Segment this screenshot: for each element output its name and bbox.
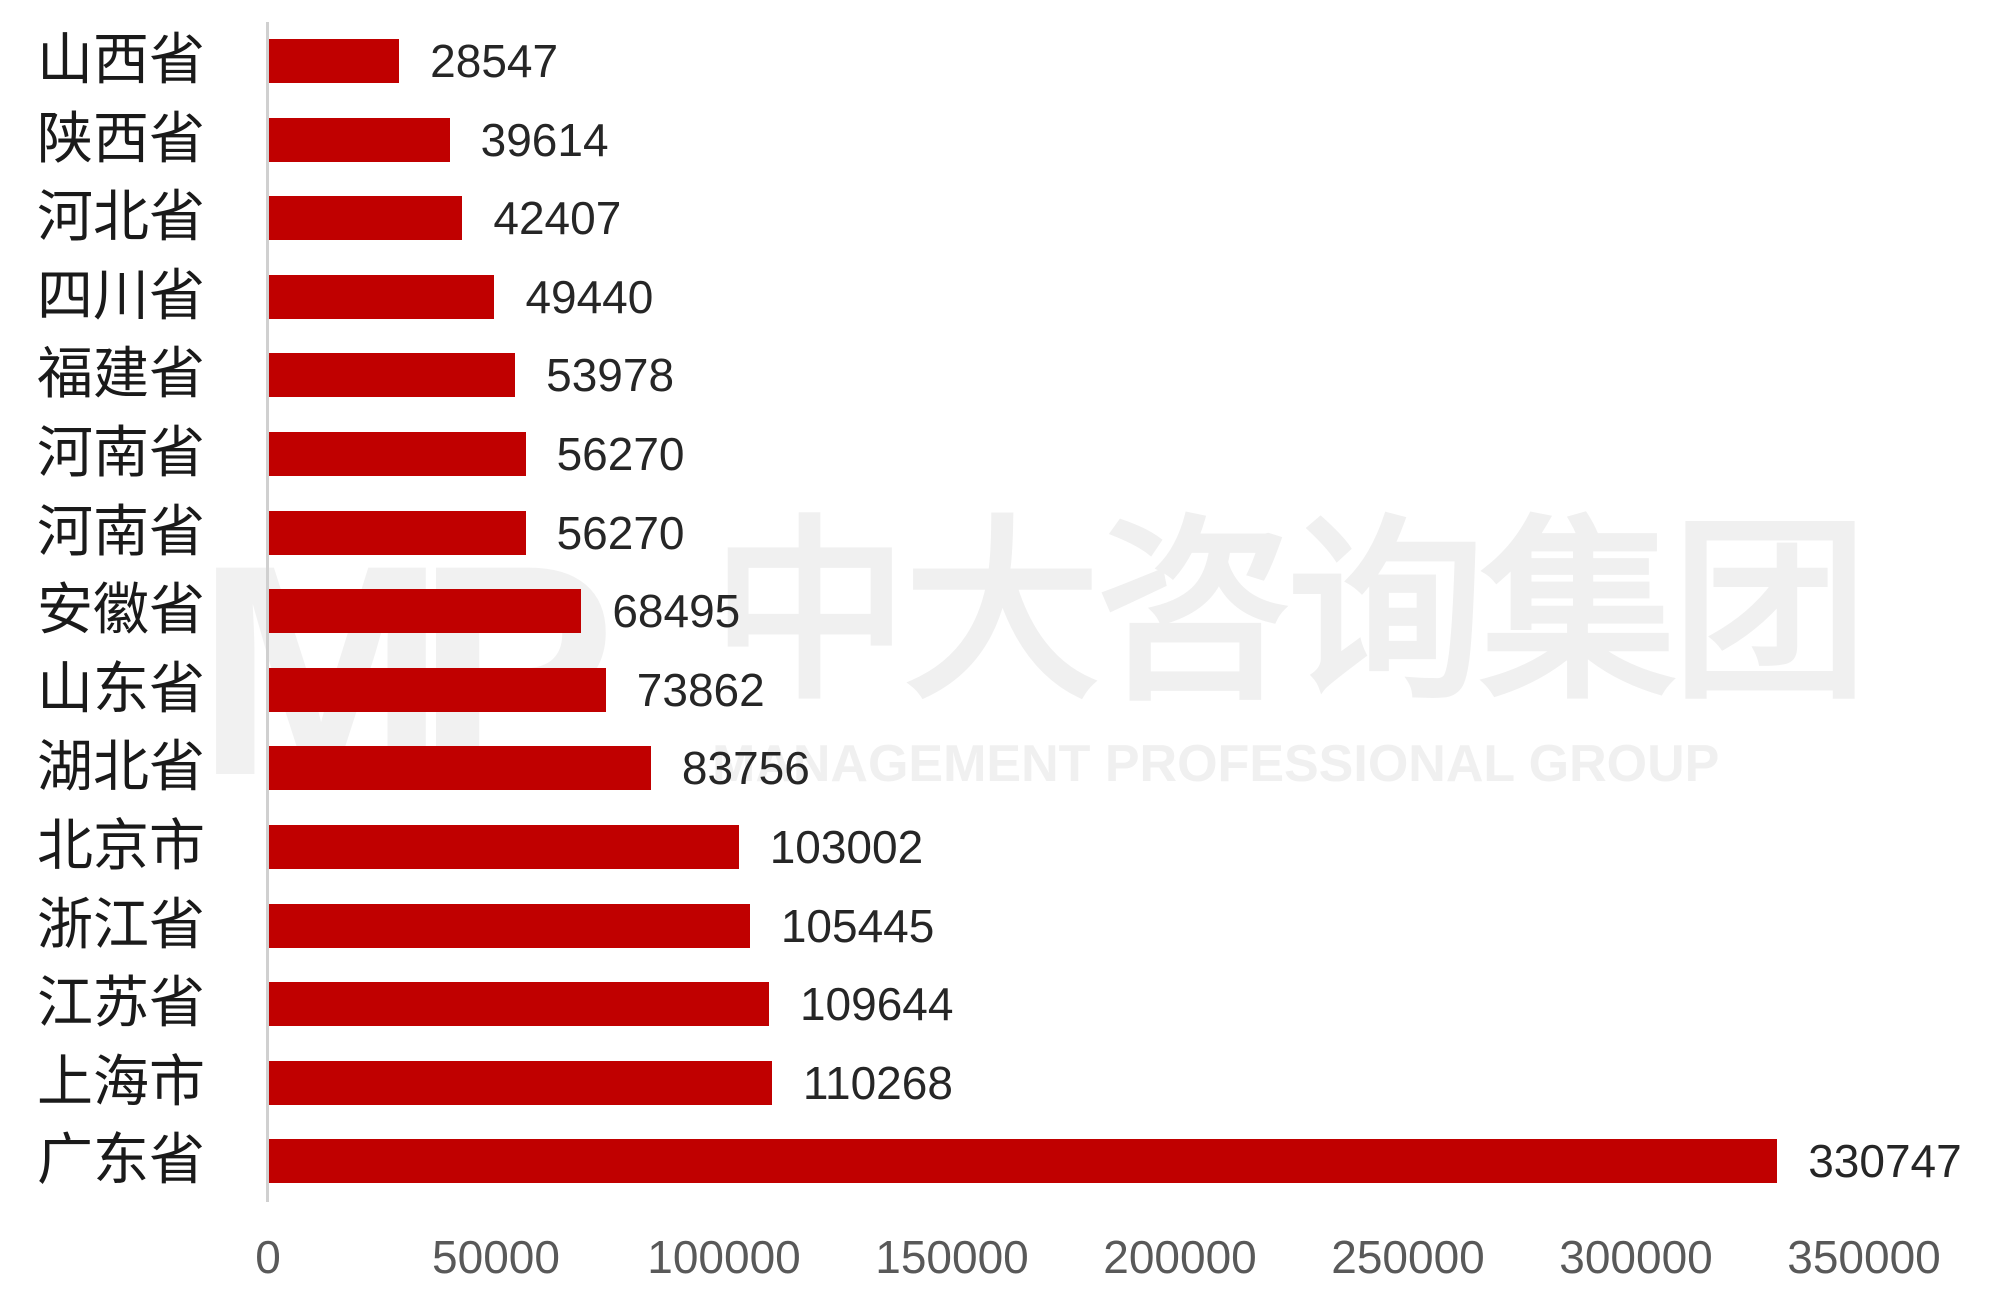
bar-row: 四川省 49440 — [0, 266, 2000, 326]
value-label: 103002 — [769, 821, 924, 873]
bar — [269, 353, 516, 398]
value-label: 110268 — [802, 1056, 953, 1109]
bar-row: 山东省 73862 — [0, 659, 2000, 719]
bar-row: 河南省 56270 — [0, 424, 2000, 484]
bar — [269, 825, 739, 869]
category-label: 湖北省 — [37, 735, 205, 801]
value-label: 28547 — [430, 35, 559, 87]
category-label: 北京市 — [37, 814, 205, 879]
value-label: 49440 — [525, 270, 654, 323]
bar — [269, 746, 651, 791]
category-label: 四川省 — [37, 263, 205, 329]
bar — [269, 1060, 772, 1105]
bar — [269, 432, 526, 476]
bar-row: 江苏省 109644 — [0, 974, 2000, 1034]
value-label: 83756 — [681, 742, 810, 795]
bar-row: 上海市 110268 — [0, 1052, 2000, 1112]
bar-row: 河北省 42407 — [0, 188, 2000, 248]
category-label: 陕西省 — [37, 106, 205, 172]
bar — [269, 196, 463, 241]
bar-row: 北京市 103002 — [0, 817, 2000, 877]
bar-row: 河南省 56270 — [0, 502, 2000, 562]
category-label: 河南省 — [37, 421, 205, 486]
category-label: 福建省 — [37, 342, 205, 408]
bar — [269, 117, 450, 162]
x-tick-label: 250000 — [1331, 1231, 1485, 1283]
value-label: 330747 — [1808, 1135, 1962, 1188]
bar-row: 浙江省 105445 — [0, 895, 2000, 955]
bar-row: 陕西省 39614 — [0, 109, 2000, 169]
value-label: 109644 — [799, 978, 954, 1031]
bar-row: 湖北省 83756 — [0, 738, 2000, 798]
x-tick-label: 200000 — [1103, 1231, 1257, 1283]
category-label: 山西省 — [37, 28, 205, 93]
value-label: 53978 — [546, 349, 675, 402]
x-tick-label: 150000 — [875, 1231, 1029, 1283]
value-label: 56270 — [556, 506, 685, 559]
bar — [269, 510, 526, 555]
bar — [269, 274, 495, 319]
bar — [269, 903, 750, 948]
bar — [269, 982, 769, 1027]
value-label: 56270 — [556, 428, 685, 480]
value-label: 39614 — [480, 113, 609, 166]
category-label: 安徽省 — [37, 578, 205, 644]
category-label: 广东省 — [37, 1128, 205, 1194]
bar — [269, 589, 582, 634]
value-label: 42407 — [493, 192, 622, 245]
x-tick-label: 0 — [255, 1231, 281, 1283]
category-label: 河南省 — [37, 499, 205, 565]
category-label: 山东省 — [37, 656, 205, 722]
bar-row: 山西省 28547 — [0, 31, 2000, 91]
value-label: 68495 — [612, 585, 741, 638]
bar — [269, 39, 400, 83]
bar — [269, 667, 606, 712]
x-tick-label: 300000 — [1559, 1231, 1713, 1283]
y-axis-line — [266, 22, 269, 1202]
bar-row: 福建省 53978 — [0, 345, 2000, 405]
bar — [269, 1139, 1778, 1184]
bar-row: 广东省 330747 — [0, 1131, 2000, 1191]
value-label: 105445 — [780, 899, 935, 952]
x-tick-label: 50000 — [432, 1231, 560, 1283]
category-label: 江苏省 — [37, 971, 205, 1037]
x-tick-label: 100000 — [647, 1231, 801, 1283]
category-label: 浙江省 — [37, 892, 205, 958]
value-label: 73862 — [636, 663, 765, 716]
x-tick-label: 350000 — [1787, 1231, 1941, 1283]
bar-row: 安徽省 68495 — [0, 581, 2000, 641]
category-label: 上海市 — [37, 1049, 205, 1115]
category-label: 河北省 — [37, 185, 205, 251]
